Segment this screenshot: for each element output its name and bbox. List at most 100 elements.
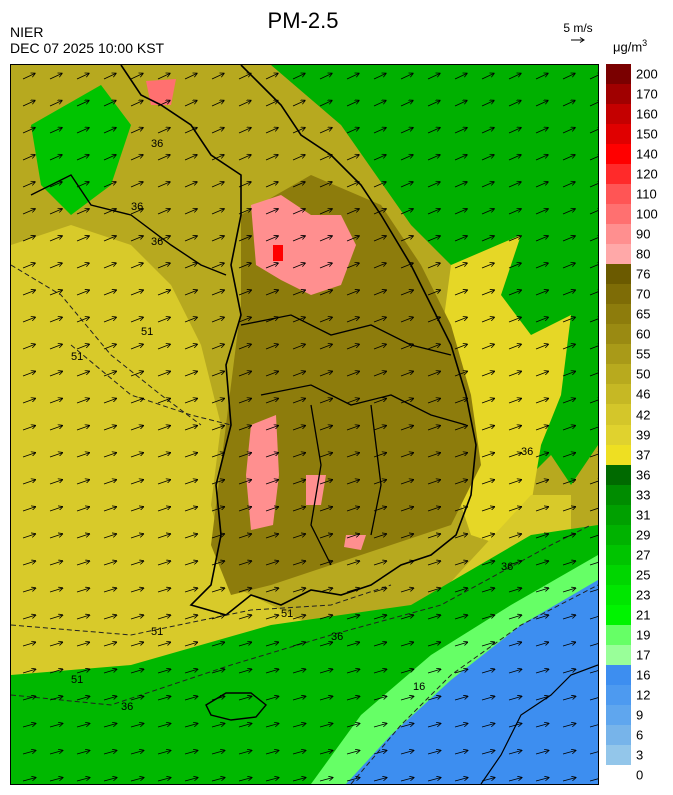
wind-arrow-icon (373, 588, 386, 593)
wind-arrow-icon (373, 317, 386, 323)
wind-arrow-icon (481, 74, 494, 80)
wind-arrow-icon (211, 642, 224, 647)
colorbar-tick-label: 36 (636, 467, 651, 483)
wind-arrow-icon (481, 588, 494, 593)
wind-arrow-icon (562, 263, 575, 269)
wind-arrow-icon (103, 480, 116, 485)
wind-arrow-icon (373, 534, 386, 539)
wind-arrow-icon (589, 534, 598, 539)
wind-arrow-icon (400, 155, 413, 161)
wind-arrow-icon (346, 751, 360, 755)
wind-arrow-icon (454, 615, 467, 620)
wind-arrow-icon (184, 453, 197, 458)
wind-arrow-icon (211, 101, 224, 107)
wind-arrow-icon (535, 669, 549, 674)
wind-arrow-icon (346, 507, 359, 512)
coastline-korea (120, 65, 477, 616)
wind-arrow-icon (346, 399, 359, 404)
wind-arrow-icon (400, 588, 413, 593)
wind-arrow-icon (22, 480, 35, 485)
wind-arrow-icon (454, 399, 467, 404)
wind-arrow-icon (157, 426, 170, 431)
wind-arrow-icon (508, 101, 521, 107)
agency-name: NIER (10, 24, 44, 40)
wind-arrow-icon (454, 209, 467, 215)
wind-arrow-icon (346, 669, 360, 674)
colorbar-tick-label: 80 (636, 246, 651, 262)
wind-arrow-icon (103, 236, 116, 242)
wind-arrow-icon (22, 696, 36, 701)
wind-arrow-icon (184, 182, 197, 188)
wind-arrow-icon (346, 778, 360, 782)
colorbar-segment (606, 604, 631, 626)
wind-arrow-icon (130, 615, 143, 620)
wind-arrow-icon (454, 778, 468, 782)
wind-arrow-icon (427, 669, 441, 674)
wind-arrow-icon (76, 615, 89, 620)
wind-arrow-icon (103, 426, 116, 431)
wind-arrow-icon (211, 155, 224, 161)
wind-arrow-icon (400, 344, 413, 350)
wind-arrow-icon (265, 642, 278, 647)
wind-arrow-icon (319, 724, 333, 728)
colorbar-segment (606, 344, 631, 365)
colorbar-tick-label: 21 (636, 607, 651, 623)
wind-arrow-icon (76, 642, 89, 647)
wind-arrow-icon (319, 263, 332, 269)
wind-arrow-icon (157, 588, 170, 593)
wind-arrow-icon (535, 290, 548, 296)
wind-arrow-icon (292, 155, 305, 161)
wind-arrow-icon (319, 290, 332, 296)
colorbar-tick-label: 200 (636, 66, 658, 82)
wind-arrow-icon (157, 669, 171, 674)
wind-arrow-icon (211, 534, 224, 539)
wind-arrow-icon (76, 371, 89, 377)
wind-arrow-icon (76, 74, 89, 80)
colorbar-labels: 200 170 160 150 140 120 110 100 90 80 76 70 65 60 55 50… (636, 64, 672, 782)
wind-arrow-icon (157, 290, 170, 296)
wind-arrow-icon (22, 615, 35, 620)
wind-arrow-icon (427, 128, 440, 134)
wind-arrow-icon (184, 371, 197, 377)
wind-arrow-icon (400, 669, 414, 674)
wind-arrow-icon (49, 128, 62, 134)
wind-arrow-icon (535, 507, 548, 512)
wind-arrow-icon (319, 696, 333, 701)
hotspot-south-west (246, 415, 279, 530)
vector-scale-label: 5 m/s (563, 21, 593, 35)
wind-arrow-icon (346, 290, 359, 296)
wind-arrow-icon (400, 615, 413, 620)
wind-arrow-icon (481, 724, 495, 728)
wind-arrow-icon (184, 615, 197, 620)
wind-arrow-icon (373, 155, 386, 161)
wind-arrow-icon (454, 507, 467, 512)
wind-arrow-icon (454, 696, 468, 701)
colorbar-tick-label: 50 (636, 366, 651, 382)
wind-arrow-icon (238, 426, 251, 431)
colorbar-tick-label: 0 (636, 767, 644, 783)
wind-arrow-icon (373, 480, 386, 485)
wind-arrow-icon (76, 696, 90, 701)
wind-arrow-icon (535, 74, 548, 80)
wind-arrow-icon (319, 534, 332, 539)
colorbar-segment (606, 664, 631, 686)
wind-arrow-icon (535, 642, 548, 647)
wind-arrow-icon (508, 155, 521, 161)
wind-arrow-icon (22, 182, 35, 188)
wind-arrow-icon (427, 263, 440, 269)
wind-arrow-icon (454, 155, 467, 161)
wind-arrow-icon (508, 74, 521, 80)
wind-arrow-icon (427, 507, 440, 512)
wind-arrow-icon (454, 128, 467, 134)
wind-arrow-icon (319, 453, 332, 458)
wind-arrow-icon (562, 751, 576, 755)
wind-arrow-icon (373, 724, 387, 728)
wind-arrow-icon (292, 263, 305, 269)
colorbar-segment (606, 584, 631, 606)
wind-arrow-icon (157, 480, 170, 485)
wind-arrow-icon (103, 317, 116, 323)
wind-arrow-icon (481, 669, 495, 674)
colorbar-tick-label: 39 (636, 427, 651, 443)
wind-arrow-icon (130, 696, 144, 701)
wind-arrow-icon (427, 615, 440, 620)
